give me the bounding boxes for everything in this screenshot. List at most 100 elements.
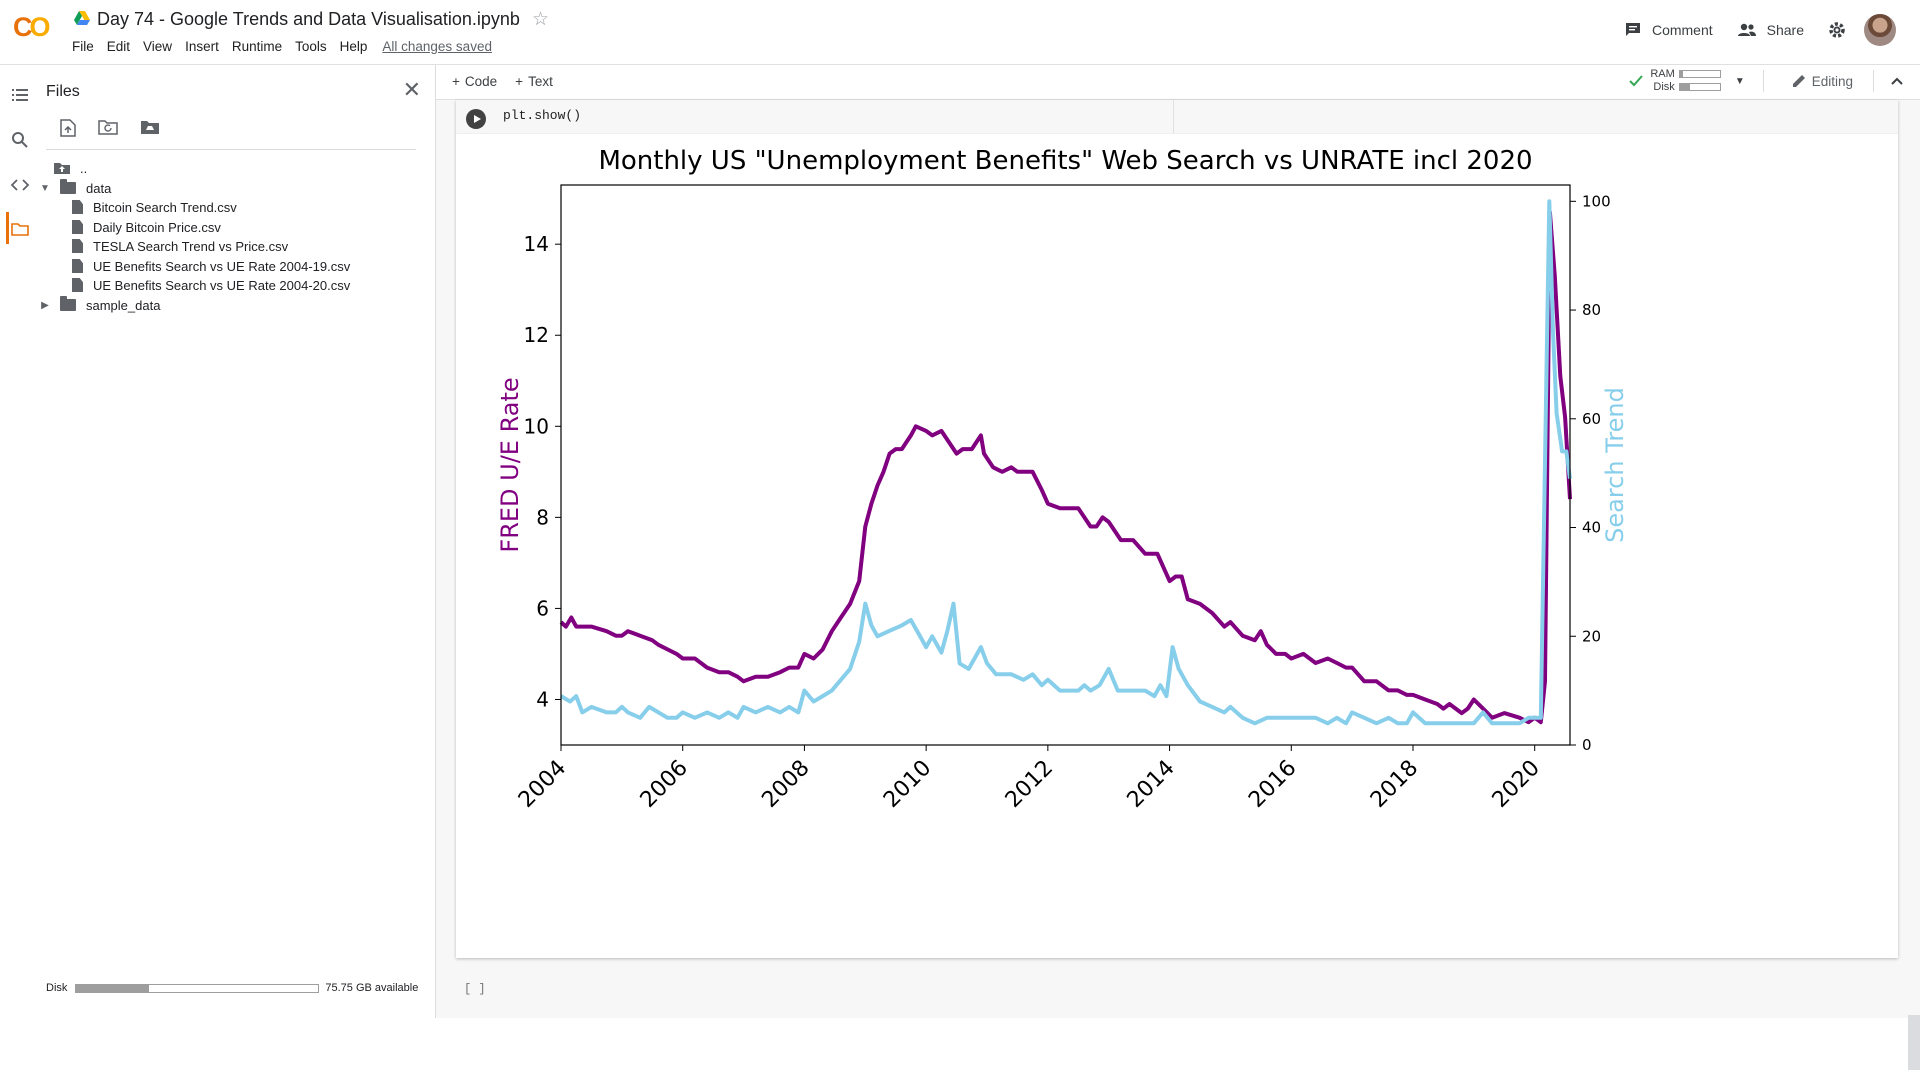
x-tick-label: 2020 bbox=[1488, 756, 1545, 813]
scrollbar[interactable] bbox=[1908, 1015, 1920, 1070]
code-editor[interactable]: plt.show() bbox=[456, 100, 1898, 134]
menu-view[interactable]: View bbox=[143, 39, 173, 54]
tree-item-file[interactable]: TESLA Search Trend vs Price.csv bbox=[72, 235, 288, 257]
notebook-title[interactable]: Day 74 - Google Trends and Data Visualis… bbox=[97, 9, 520, 29]
refresh-folder-icon[interactable] bbox=[98, 119, 118, 135]
y-right-tick-label: 40 bbox=[1582, 519, 1601, 537]
tree-item-parent[interactable]: .. bbox=[54, 157, 87, 179]
ram-bar bbox=[1678, 70, 1721, 79]
menu-runtime[interactable]: Runtime bbox=[231, 39, 283, 54]
divider bbox=[1762, 70, 1764, 92]
tree-item-label: TESLA Search Trend vs Price.csv bbox=[93, 238, 289, 254]
y-right-tick-label: 0 bbox=[1582, 736, 1592, 754]
comment-icon bbox=[1625, 23, 1640, 36]
files-panel: Files ✕ .. ▼ data Bitcoin Search Trend.c… bbox=[38, 65, 436, 1018]
menu-file[interactable]: File bbox=[72, 39, 94, 54]
star-icon[interactable]: ☆ bbox=[532, 9, 550, 30]
folder-icon bbox=[60, 296, 76, 311]
cell-run-marker: [ ] bbox=[464, 982, 486, 996]
empty-code-cell[interactable]: [ ] bbox=[456, 972, 1898, 1018]
save-status[interactable]: All changes saved bbox=[382, 39, 492, 54]
add-text-button[interactable]: + Text bbox=[515, 74, 553, 89]
caret-right-icon[interactable]: ▶ bbox=[41, 299, 49, 311]
folder-icon[interactable] bbox=[10, 219, 30, 239]
tree-item-file[interactable]: UE Benefits Search vs UE Rate 2004-20.cs… bbox=[72, 274, 350, 296]
code-cell[interactable]: plt.show() Monthly US "Unemployment Bene… bbox=[456, 100, 1898, 958]
mount-drive-icon[interactable] bbox=[140, 119, 160, 135]
ram-label: RAM bbox=[1650, 68, 1675, 80]
gear-icon[interactable] bbox=[1828, 21, 1846, 39]
file-icon bbox=[72, 239, 83, 253]
editing-label: Editing bbox=[1811, 73, 1853, 89]
tree-item-sample-data-folder[interactable]: ▶ sample_data bbox=[38, 294, 160, 316]
disk-label: Disk bbox=[1653, 81, 1675, 93]
menu-insert[interactable]: Insert bbox=[185, 39, 219, 54]
add-code-button[interactable]: + Code bbox=[452, 74, 497, 89]
tree-item-label: sample_data bbox=[86, 297, 161, 313]
plot-frame bbox=[560, 184, 1571, 746]
resource-monitor[interactable]: RAM Disk bbox=[1650, 68, 1721, 94]
menu-tools[interactable]: Tools bbox=[295, 39, 327, 54]
y-left-tick-label: 10 bbox=[524, 414, 549, 438]
add-text-label: Text bbox=[528, 74, 553, 89]
folder-icon bbox=[60, 179, 76, 194]
divider bbox=[1173, 100, 1174, 133]
colab-logo[interactable]: CO bbox=[13, 12, 50, 42]
tree-item-file[interactable]: Daily Bitcoin Price.csv bbox=[72, 216, 221, 238]
share-label: Share bbox=[1766, 22, 1804, 38]
side-rail bbox=[0, 65, 38, 1018]
upload-icon[interactable] bbox=[60, 119, 76, 137]
file-icon bbox=[72, 200, 83, 214]
divider bbox=[1873, 70, 1874, 92]
y-right-tick-label: 60 bbox=[1582, 410, 1601, 428]
file-icon bbox=[72, 278, 83, 292]
chevron-up-icon[interactable] bbox=[1890, 76, 1904, 86]
tree-item-file[interactable]: UE Benefits Search vs UE Rate 2004-19.cs… bbox=[72, 255, 350, 277]
active-indicator bbox=[6, 212, 9, 244]
notebook-toolbar: + Code + Text RAM Disk ▼ Editing bbox=[436, 65, 1920, 100]
file-icon bbox=[72, 259, 83, 273]
y-left-tick-label: 12 bbox=[524, 323, 549, 347]
tree-item-file[interactable]: Bitcoin Search Trend.csv bbox=[72, 196, 237, 218]
code-text[interactable]: plt.show() bbox=[503, 108, 582, 123]
menu-help[interactable]: Help bbox=[339, 39, 368, 54]
editing-mode-button[interactable]: Editing bbox=[1792, 74, 1853, 89]
chart-output: Monthly US "Unemployment Benefits" Web S… bbox=[496, 146, 1629, 813]
disk-usage-bar bbox=[75, 983, 320, 993]
y-left-tick-label: 6 bbox=[536, 596, 549, 620]
pencil-icon bbox=[1792, 75, 1805, 87]
caret-down-icon[interactable]: ▼ bbox=[40, 182, 50, 194]
tree-item-data-folder[interactable]: ▼ data bbox=[38, 177, 111, 199]
y-left-tick-label: 4 bbox=[536, 687, 549, 711]
x-tick-label: 2010 bbox=[879, 756, 936, 813]
series-line-unemployment-rate bbox=[559, 210, 1572, 725]
x-tick-label: 2006 bbox=[636, 756, 693, 813]
menu-edit[interactable]: Edit bbox=[106, 39, 131, 54]
search-icon[interactable] bbox=[10, 130, 30, 150]
table-of-contents-icon[interactable] bbox=[10, 85, 30, 105]
chart-title: Monthly US "Unemployment Benefits" Web S… bbox=[598, 146, 1532, 176]
share-button[interactable]: Share bbox=[1737, 22, 1804, 38]
disk-usage-fill bbox=[76, 984, 149, 992]
disk-label: Disk bbox=[46, 982, 68, 994]
code-snippets-icon[interactable] bbox=[10, 175, 30, 195]
app-header: CO Day 74 - Google Trends and Data Visua… bbox=[0, 0, 1920, 65]
disk-bar-fill bbox=[1679, 84, 1690, 91]
tree-item-label: Bitcoin Search Trend.csv bbox=[93, 199, 237, 215]
comment-button[interactable]: Comment bbox=[1624, 21, 1713, 39]
x-tick-label: 2008 bbox=[757, 756, 814, 813]
check-icon bbox=[1629, 75, 1644, 87]
file-icon bbox=[72, 220, 83, 234]
avatar[interactable] bbox=[1864, 14, 1896, 46]
close-icon[interactable]: ✕ bbox=[402, 77, 421, 102]
tree-item-label: UE Benefits Search vs UE Rate 2004-19.cs… bbox=[93, 258, 351, 274]
drive-icon bbox=[74, 11, 90, 25]
x-tick-label: 2004 bbox=[514, 756, 571, 813]
add-code-label: Code bbox=[464, 74, 498, 89]
ram-bar-fill bbox=[1679, 71, 1683, 78]
folder-up-icon bbox=[54, 163, 70, 174]
tree-item-label: data bbox=[86, 180, 112, 196]
x-tick-label: 2012 bbox=[1001, 756, 1058, 813]
dropdown-icon[interactable]: ▼ bbox=[1734, 75, 1745, 87]
run-cell-icon[interactable] bbox=[466, 109, 486, 129]
